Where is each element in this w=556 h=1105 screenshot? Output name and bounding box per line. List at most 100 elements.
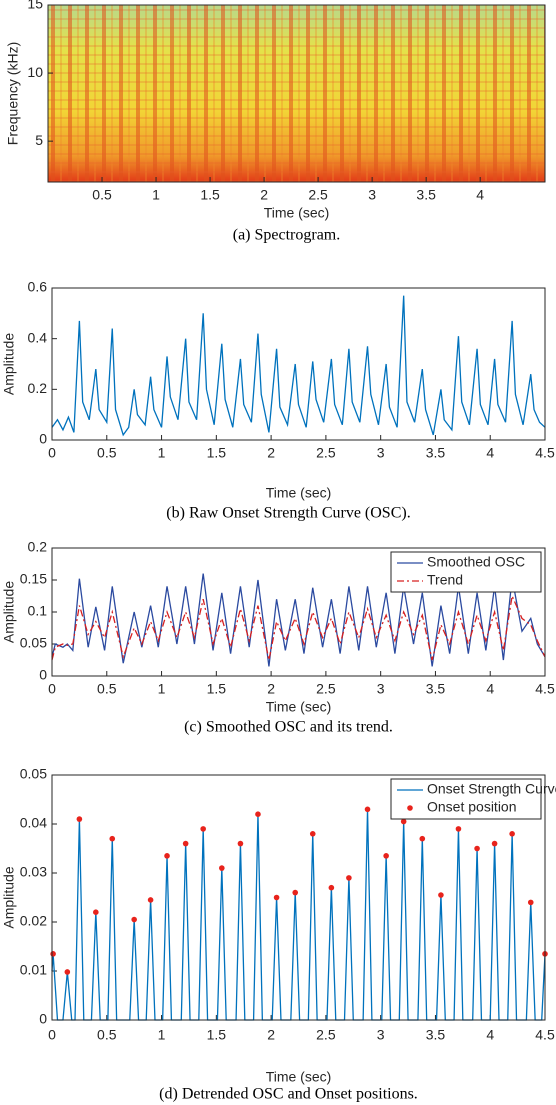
y-tick-label: 0.04 [20, 815, 47, 831]
onset-marker [509, 831, 515, 837]
x-tick-label: 1.5 [200, 187, 220, 203]
caption: (b) Raw Onset Strength Curve (OSC). [166, 505, 410, 522]
legend-swatch [407, 805, 413, 811]
y-tick-label: 10 [27, 64, 43, 80]
x-tick-label: 0.5 [97, 1027, 117, 1043]
onset-marker [491, 840, 498, 847]
legend-box [390, 551, 542, 593]
x-tick-label: 2.5 [316, 1027, 336, 1043]
caption: (c) Smoothed OSC and its trend. [184, 719, 393, 736]
caption: (d) Detrended OSC and Onset positions. [159, 1086, 418, 1103]
x-tick-label: 4 [486, 445, 494, 461]
x-tick-label: 2 [267, 1027, 275, 1043]
spectrogram-bands [48, 5, 545, 182]
x-tick-label: 1.5 [207, 445, 227, 461]
x-tick-label: 0.5 [92, 187, 112, 203]
y-tick-label: 15 [27, 0, 43, 12]
axes-box [47, 4, 546, 183]
x-tick-label: 1 [158, 1027, 166, 1043]
onset-marker [346, 875, 352, 881]
x-tick-label: 1.5 [207, 681, 227, 697]
x-tick-label: 3 [377, 681, 385, 697]
axes-box [51, 547, 546, 677]
onset-marker [237, 840, 244, 847]
x-tick-label: 4 [476, 187, 484, 203]
x-axis-label: Time (sec) [264, 205, 330, 221]
onset-marker [93, 909, 99, 915]
y-axis-label: Amplitude [1, 866, 17, 928]
y-tick-label: 0.2 [28, 539, 48, 555]
x-tick-label: 2.5 [316, 445, 336, 461]
legend-label: Onset Strength Curve [427, 781, 556, 797]
onset-marker [182, 840, 189, 847]
x-axis-label: Time (sec) [266, 699, 332, 715]
onset-marker [527, 899, 534, 906]
y-axis-label: Amplitude [1, 333, 17, 395]
legend-label: Trend [427, 572, 463, 588]
x-tick-label: 2.5 [316, 681, 336, 697]
onset-marker [76, 816, 83, 822]
onset-marker [255, 811, 261, 817]
onset-marker [328, 884, 335, 891]
x-tick-label: 0 [48, 1027, 56, 1043]
series-line [51, 593, 546, 661]
y-tick-label: 0.05 [20, 635, 47, 651]
onset-marker [474, 845, 480, 852]
onset-marker [50, 951, 56, 957]
onset-marker [131, 916, 137, 923]
y-axis-label: Frequency (kHz) [5, 42, 21, 145]
x-tick-label: 2 [267, 445, 275, 461]
x-tick-label: 0.5 [97, 445, 117, 461]
x-tick-label: 4 [486, 1027, 494, 1043]
y-tick-label: 0.02 [20, 913, 47, 929]
x-tick-label: 2.5 [308, 187, 328, 203]
legend-box [390, 778, 542, 820]
x-tick-label: 3 [377, 1027, 385, 1043]
x-tick-label: 3 [368, 187, 376, 203]
onset-marker [364, 806, 371, 813]
x-tick-label: 1 [152, 187, 160, 203]
onset-marker [219, 865, 225, 871]
axes-box [51, 287, 546, 441]
y-tick-label: 0.01 [20, 962, 47, 978]
legend-label: Onset position [427, 799, 517, 815]
y-tick-label: 0.2 [28, 380, 48, 396]
x-tick-label: 4.5 [535, 681, 555, 697]
x-tick-label: 1 [158, 681, 166, 697]
caption: (a) Spectrogram. [233, 227, 341, 244]
legend-label: Smoothed OSC [427, 554, 525, 570]
y-tick-label: 0 [39, 667, 47, 683]
y-tick-label: 0.1 [28, 603, 48, 619]
x-tick-label: 0 [48, 445, 56, 461]
y-tick-label: 5 [35, 132, 43, 148]
onset-marker [147, 897, 154, 903]
x-tick-label: 3.5 [426, 681, 446, 697]
y-tick-label: 0.05 [20, 766, 47, 782]
onset-marker [383, 853, 389, 859]
x-tick-label: 2 [260, 187, 268, 203]
y-tick-label: 0 [39, 431, 47, 447]
y-axis-label: Amplitude [1, 581, 17, 643]
x-tick-label: 0 [48, 681, 56, 697]
onset-marker [273, 894, 280, 901]
onset-marker [309, 831, 316, 837]
x-tick-label: 1.5 [207, 1027, 227, 1043]
x-axis-label: Time (sec) [266, 1069, 332, 1085]
onset-marker [438, 892, 444, 898]
x-axis-label: Time (sec) [266, 485, 332, 501]
onset-marker [109, 835, 116, 842]
onset-marker [292, 889, 299, 896]
y-tick-label: 0.03 [20, 864, 47, 880]
x-tick-label: 4.5 [535, 1027, 555, 1043]
y-tick-label: 0.15 [20, 571, 47, 587]
x-tick-label: 3.5 [426, 445, 446, 461]
x-tick-label: 2 [267, 681, 275, 697]
onset-marker [419, 835, 426, 842]
onset-marker [64, 969, 71, 975]
x-tick-label: 4.5 [535, 445, 555, 461]
onset-marker [400, 818, 407, 825]
x-tick-label: 3.5 [416, 187, 436, 203]
series-line [51, 573, 546, 667]
plot-area [52, 288, 545, 440]
